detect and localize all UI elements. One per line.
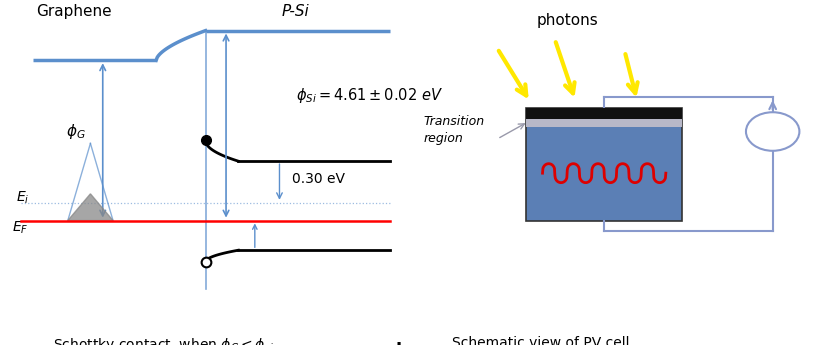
Text: A: A: [766, 122, 779, 140]
Text: photons: photons: [536, 13, 598, 28]
Text: $\phi_G$: $\phi_G$: [66, 122, 86, 141]
Text: $\phi_{Si} = 4.61 \pm 0.02\ eV$: $\phi_{Si} = 4.61 \pm 0.02\ eV$: [296, 86, 443, 106]
Text: P-Si: P-Si: [282, 4, 310, 19]
Circle shape: [746, 112, 800, 151]
Text: $E_F$: $E_F$: [12, 220, 29, 236]
Text: 0.30 eV: 0.30 eV: [292, 172, 344, 186]
Text: Transition
region: Transition region: [423, 115, 484, 145]
Bar: [526, 108, 682, 119]
Text: $\mathbf{a}$: $\mathbf{a}$: [0, 342, 4, 345]
Bar: [526, 119, 682, 127]
Text: $E_i$: $E_i$: [16, 190, 30, 206]
Polygon shape: [68, 194, 113, 220]
Text: Graphene: Graphene: [36, 4, 112, 19]
Text: Schematic view of PV cell: Schematic view of PV cell: [452, 336, 630, 345]
Text: $\mathbf{b}$: $\mathbf{b}$: [395, 342, 409, 345]
Text: Schottky contact, when $\phi_G < \phi_{si}$.: Schottky contact, when $\phi_G < \phi_{s…: [53, 336, 278, 345]
Bar: [526, 108, 682, 220]
